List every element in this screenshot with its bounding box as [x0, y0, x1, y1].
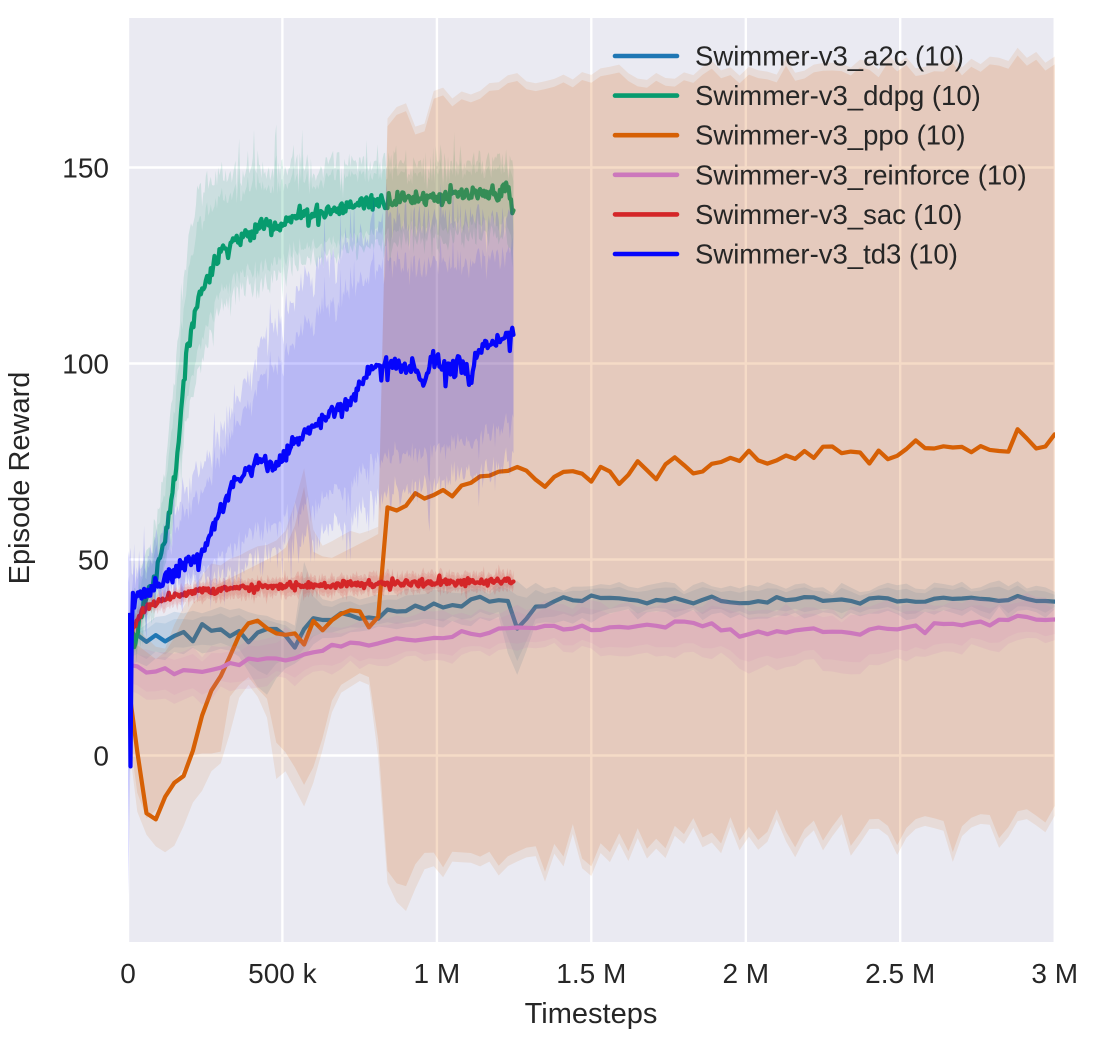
svg-text:Swimmer-v3_sac (10): Swimmer-v3_sac (10) [695, 199, 962, 230]
svg-text:Episode Reward: Episode Reward [4, 372, 36, 585]
svg-text:150: 150 [62, 153, 109, 184]
svg-text:Swimmer-v3_ddpg (10): Swimmer-v3_ddpg (10) [695, 80, 981, 111]
svg-text:Timesteps: Timesteps [525, 998, 658, 1030]
svg-text:1 M: 1 M [414, 958, 461, 989]
svg-text:1.5 M: 1.5 M [556, 958, 626, 989]
svg-text:Swimmer-v3_reinforce (10): Swimmer-v3_reinforce (10) [695, 159, 1027, 190]
svg-text:2 M: 2 M [722, 958, 769, 989]
svg-text:0: 0 [120, 958, 136, 989]
svg-text:2.5 M: 2.5 M [865, 958, 935, 989]
svg-text:Swimmer-v3_td3 (10): Swimmer-v3_td3 (10) [695, 239, 958, 270]
svg-text:0: 0 [93, 741, 109, 772]
svg-text:100: 100 [62, 349, 109, 380]
svg-text:3 M: 3 M [1031, 958, 1078, 989]
svg-text:Swimmer-v3_a2c (10): Swimmer-v3_a2c (10) [695, 41, 964, 72]
svg-text:500 k: 500 k [248, 958, 317, 989]
svg-text:50: 50 [78, 545, 109, 576]
svg-text:Swimmer-v3_ppo (10): Swimmer-v3_ppo (10) [695, 120, 966, 151]
